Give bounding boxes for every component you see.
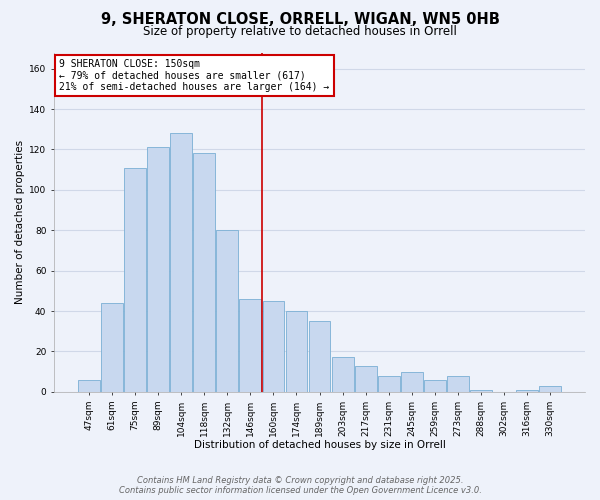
Bar bbox=[308, 321, 331, 392]
Text: Contains HM Land Registry data © Crown copyright and database right 2025.
Contai: Contains HM Land Registry data © Crown c… bbox=[119, 476, 481, 495]
Bar bbox=[516, 390, 538, 392]
Bar bbox=[424, 380, 446, 392]
Bar bbox=[193, 154, 215, 392]
X-axis label: Distribution of detached houses by size in Orrell: Distribution of detached houses by size … bbox=[194, 440, 445, 450]
Bar bbox=[263, 301, 284, 392]
Bar bbox=[170, 134, 192, 392]
Bar bbox=[78, 380, 100, 392]
Bar bbox=[401, 372, 422, 392]
Bar bbox=[217, 230, 238, 392]
Bar bbox=[447, 376, 469, 392]
Text: Size of property relative to detached houses in Orrell: Size of property relative to detached ho… bbox=[143, 25, 457, 38]
Bar bbox=[378, 376, 400, 392]
Y-axis label: Number of detached properties: Number of detached properties bbox=[15, 140, 25, 304]
Bar bbox=[470, 390, 492, 392]
Bar bbox=[239, 299, 262, 392]
Text: 9, SHERATON CLOSE, ORRELL, WIGAN, WN5 0HB: 9, SHERATON CLOSE, ORRELL, WIGAN, WN5 0H… bbox=[101, 12, 499, 28]
Bar bbox=[148, 148, 169, 392]
Bar bbox=[539, 386, 561, 392]
Bar bbox=[286, 311, 307, 392]
Bar bbox=[124, 168, 146, 392]
Text: 9 SHERATON CLOSE: 150sqm
← 79% of detached houses are smaller (617)
21% of semi-: 9 SHERATON CLOSE: 150sqm ← 79% of detach… bbox=[59, 60, 329, 92]
Bar bbox=[101, 303, 123, 392]
Bar bbox=[355, 366, 377, 392]
Bar bbox=[332, 358, 353, 392]
